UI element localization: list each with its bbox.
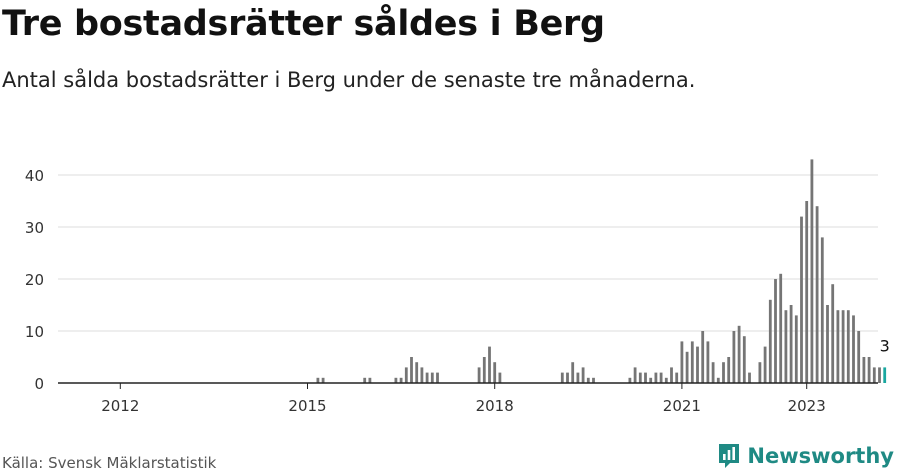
bar	[592, 377, 595, 383]
bar	[774, 279, 777, 383]
bar	[690, 341, 694, 383]
bar	[633, 367, 637, 383]
bar	[815, 206, 819, 383]
bar	[410, 357, 413, 383]
bar	[742, 336, 746, 383]
bar	[706, 341, 710, 383]
newsworthy-logo-icon	[719, 444, 740, 468]
bar	[659, 372, 663, 383]
bar	[768, 299, 772, 383]
bar	[571, 362, 575, 383]
gridlines	[58, 174, 878, 332]
brand-logo: Newsworthy	[717, 442, 894, 470]
bar	[763, 346, 767, 383]
bar	[685, 351, 689, 383]
bar	[748, 372, 751, 383]
bar	[701, 331, 705, 383]
bar	[581, 367, 585, 383]
bar	[758, 362, 762, 383]
bar	[831, 284, 835, 383]
bar	[872, 367, 876, 383]
bar	[826, 305, 829, 383]
y-tick-label: 0	[34, 375, 44, 393]
bar	[670, 367, 673, 383]
bar	[404, 367, 408, 383]
bar	[628, 377, 632, 383]
bar	[482, 357, 486, 383]
bar	[644, 372, 647, 383]
bar	[846, 310, 850, 383]
x-tick-label: 2023	[788, 397, 826, 415]
bar	[425, 372, 429, 383]
bar	[363, 377, 367, 383]
bar	[493, 362, 497, 383]
source-note: Källa: Svensk Mäklarstatistik	[2, 454, 217, 472]
bar-highlight	[883, 367, 887, 383]
bar	[836, 310, 840, 383]
bar	[321, 377, 325, 383]
bar	[649, 377, 653, 383]
bar	[732, 331, 736, 383]
bar	[664, 377, 668, 383]
y-tick-label: 40	[25, 167, 44, 185]
bar	[368, 377, 372, 383]
x-tick-label: 2018	[476, 397, 514, 415]
highlight-value-label: 3	[880, 336, 890, 355]
x-axis-labels: 2012 2015 2018 2021 2023	[101, 383, 826, 415]
bar	[820, 237, 824, 383]
bar	[586, 377, 590, 383]
bar	[560, 372, 564, 383]
bar	[654, 372, 658, 383]
bar	[638, 372, 642, 383]
y-tick-label: 10	[25, 323, 44, 341]
bar	[566, 372, 569, 383]
bar	[716, 377, 720, 383]
bar	[316, 377, 320, 383]
bar	[737, 325, 741, 383]
bar	[394, 377, 398, 383]
chart-title: Tre bostadsrätter såldes i Berg	[2, 4, 605, 44]
bar	[420, 367, 424, 383]
x-tick-label: 2021	[663, 397, 701, 415]
bars	[316, 159, 887, 383]
bar	[711, 362, 715, 383]
bar	[878, 367, 881, 383]
bar	[399, 377, 403, 383]
bar	[867, 357, 871, 383]
bar	[727, 357, 731, 383]
bar	[576, 372, 580, 383]
bar	[430, 372, 434, 383]
bar	[852, 315, 855, 383]
bar	[477, 367, 481, 383]
bar-chart: 0 10 20 30 40 2012 2015 2018 2021 2023 3	[25, 159, 890, 415]
bar	[810, 159, 814, 383]
y-axis-labels: 0 10 20 30 40	[25, 167, 44, 393]
bar	[498, 372, 502, 383]
x-tick-label: 2012	[101, 397, 139, 415]
bar	[722, 362, 725, 383]
bar	[680, 341, 684, 383]
bar	[779, 273, 783, 383]
bar	[862, 357, 866, 383]
chart-subtitle: Antal sålda bostadsrätter i Berg under d…	[2, 68, 696, 92]
y-tick-label: 20	[25, 271, 44, 289]
bar	[436, 372, 439, 383]
bar	[784, 310, 788, 383]
bar	[841, 310, 845, 383]
bar	[415, 362, 419, 383]
bar	[794, 315, 798, 383]
y-tick-label: 30	[25, 219, 44, 237]
bar	[675, 372, 679, 383]
bar	[805, 201, 809, 383]
bar	[857, 331, 861, 383]
bar	[488, 346, 491, 383]
bar	[696, 346, 699, 383]
brand-name: Newsworthy	[747, 444, 894, 468]
bar	[800, 216, 803, 383]
bar	[789, 305, 793, 383]
x-tick-label: 2015	[288, 397, 326, 415]
